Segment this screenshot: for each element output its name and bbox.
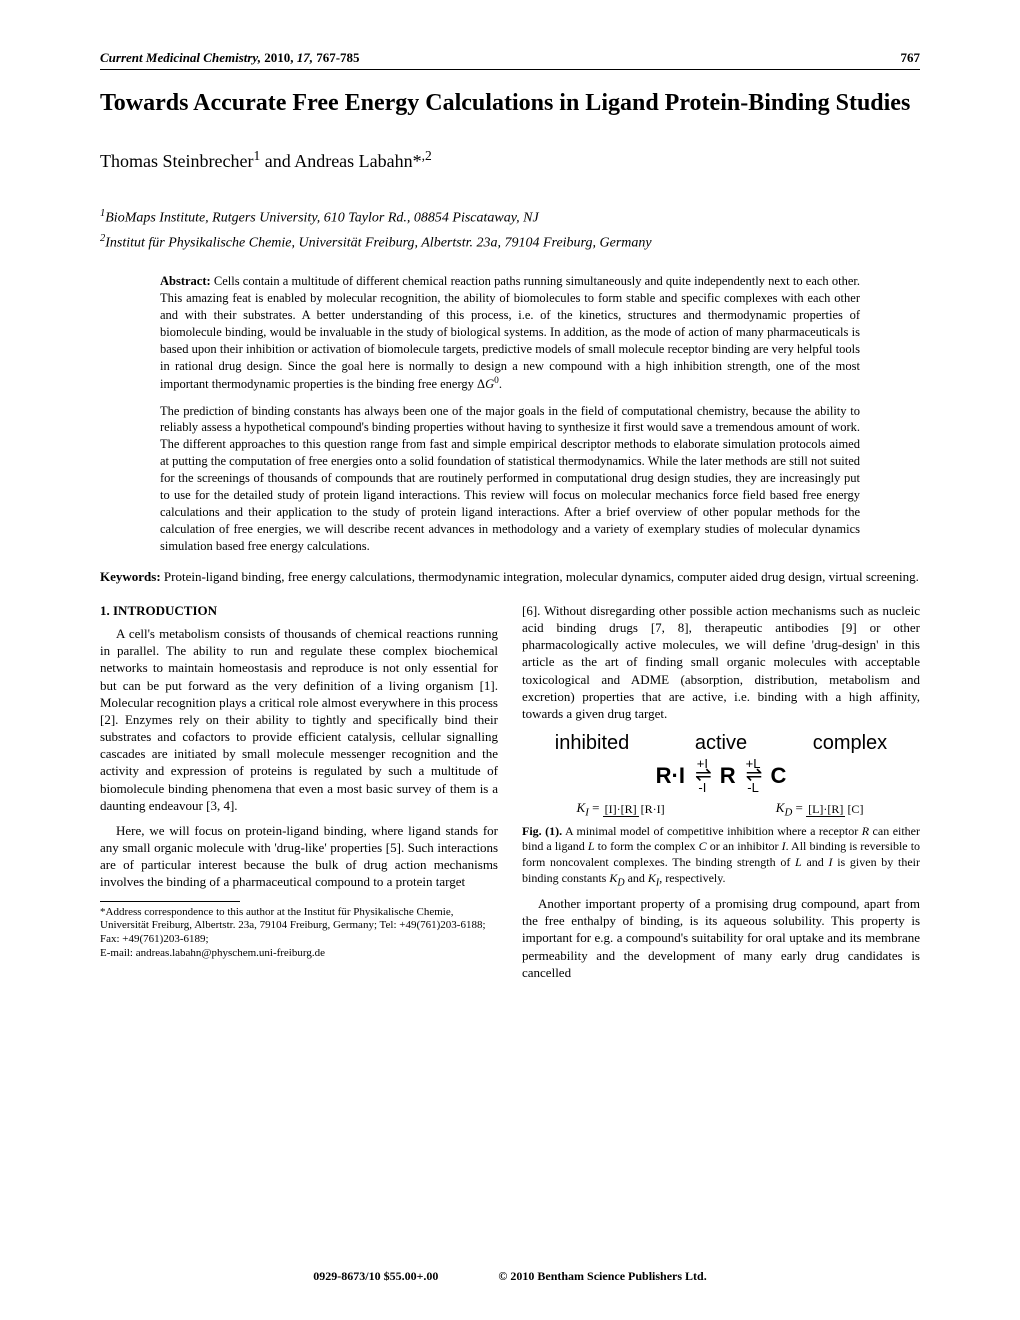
fc-L2: L bbox=[795, 855, 802, 869]
journal-name: Current Medicinal Chemistry, bbox=[100, 50, 261, 65]
fc-t6: and bbox=[802, 855, 829, 869]
fig1-state-labels: inhibited active complex bbox=[522, 730, 920, 756]
affiliation-1: 1BioMaps Institute, Rutgers University, … bbox=[100, 208, 920, 227]
keywords-text: Protein-ligand binding, free energy calc… bbox=[161, 569, 919, 584]
body-columns: 1. INTRODUCTION A cell's metabolism cons… bbox=[100, 602, 920, 989]
fc-t9: , respectively. bbox=[659, 871, 725, 885]
authors-joiner: and bbox=[260, 151, 294, 171]
article-title: Towards Accurate Free Energy Calculation… bbox=[100, 88, 920, 118]
col2-p2: Another important property of a promisin… bbox=[522, 895, 920, 981]
fig1-arr2-bot: -L bbox=[747, 783, 759, 793]
footer-copyright: © 2010 Bentham Science Publishers Ltd. bbox=[498, 1269, 706, 1284]
col1-p1: A cell's metabolism consists of thousand… bbox=[100, 625, 498, 814]
keywords-label: Keywords: bbox=[100, 569, 161, 584]
col2-p1: [6]. Without disregarding other possible… bbox=[522, 602, 920, 722]
author-2: Andreas Labahn* bbox=[294, 151, 421, 171]
affil-1-text: BioMaps Institute, Rutgers University, 6… bbox=[105, 211, 538, 226]
fig1-C: C bbox=[770, 761, 786, 790]
eq2-frac: [L]·[R][C] bbox=[806, 803, 865, 816]
authors-line: Thomas Steinbrecher1 and Andreas Labahn*… bbox=[100, 148, 920, 172]
fig1-R: R bbox=[720, 761, 736, 790]
figure-1: inhibited active complex R·I +I ⇌ -I R +… bbox=[522, 730, 920, 889]
fc-KI: K bbox=[648, 871, 656, 885]
fc-t3: to form the complex bbox=[595, 839, 699, 853]
column-left: 1. INTRODUCTION A cell's metabolism cons… bbox=[100, 602, 498, 989]
affil-2-text: Institut für Physikalische Chemie, Unive… bbox=[105, 235, 651, 250]
author-1: Thomas Steinbrecher bbox=[100, 151, 253, 171]
fc-t1: A minimal model of competitive inhibitio… bbox=[562, 824, 862, 838]
fig1-arr1-bot: -I bbox=[698, 783, 706, 793]
footnote-line2: E-mail: andreas.labahn@physchem.uni-frei… bbox=[100, 947, 498, 961]
eq2-den: [C] bbox=[845, 802, 865, 816]
abstract-p1: Abstract: Cells contain a multitude of d… bbox=[160, 273, 860, 392]
journal-pages: 767-785 bbox=[316, 50, 359, 65]
footer-issn: 0929-8673/10 $55.00+.00 bbox=[313, 1269, 438, 1284]
eq1-den: [R·I] bbox=[639, 802, 667, 816]
running-header: Current Medicinal Chemistry, 2010, 17, 7… bbox=[100, 50, 920, 70]
journal-volume: 17, bbox=[297, 50, 313, 65]
fig1-label-complex: complex bbox=[813, 730, 887, 756]
eq2-num: [L]·[R] bbox=[806, 802, 845, 817]
eq1-lhs: K bbox=[577, 800, 586, 815]
fc-KD-sub: D bbox=[617, 877, 624, 888]
header-journal: Current Medicinal Chemistry, 2010, 17, 7… bbox=[100, 50, 360, 66]
fig1-eq-KD: KD = [L]·[R][C] bbox=[776, 799, 866, 820]
section-1-heading: 1. INTRODUCTION bbox=[100, 602, 498, 619]
column-right: [6]. Without disregarding other possible… bbox=[522, 602, 920, 989]
fc-t8: and bbox=[625, 871, 648, 885]
footnote-line1: *Address correspondence to this author a… bbox=[100, 906, 498, 947]
abstract-p1d: . bbox=[499, 377, 502, 391]
fig1-caption: Fig. (1). A minimal model of competitive… bbox=[522, 824, 920, 889]
corresponding-footnote: *Address correspondence to this author a… bbox=[100, 906, 498, 961]
abstract-label: Abstract: bbox=[160, 274, 211, 288]
eq1-num: [I]·[R] bbox=[603, 802, 639, 817]
col1-p2: Here, we will focus on protein-ligand bi… bbox=[100, 822, 498, 891]
page-footer: 0929-8673/10 $55.00+.00 © 2010 Bentham S… bbox=[100, 1269, 920, 1284]
fig1-RI: R·I bbox=[656, 761, 685, 790]
eq1-frac: [I]·[R][R·I] bbox=[603, 803, 667, 816]
author-2-sup: ,2 bbox=[422, 148, 432, 163]
affiliation-2: 2Institut für Physikalische Chemie, Univ… bbox=[100, 233, 920, 252]
abstract: Abstract: Cells contain a multitude of d… bbox=[160, 273, 860, 554]
fc-C: C bbox=[699, 839, 707, 853]
fig1-equations: KI = [I]·[R][R·I] KD = [L]·[R][C] bbox=[522, 799, 920, 820]
keywords: Keywords: Protein-ligand binding, free e… bbox=[100, 568, 920, 586]
abstract-deltaG: G bbox=[485, 377, 494, 391]
fig1-eq-KI: KI = [I]·[R][R·I] bbox=[577, 799, 667, 820]
abstract-p2: The prediction of binding constants has … bbox=[160, 403, 860, 555]
fc-R: R bbox=[862, 824, 869, 838]
fig1-caption-label: Fig. (1). bbox=[522, 824, 562, 838]
eq1-eq: = bbox=[589, 800, 603, 815]
fig1-arrow-1: +I ⇌ -I bbox=[695, 759, 710, 794]
eq2-eq: = bbox=[792, 800, 806, 815]
footnote-rule bbox=[100, 901, 240, 902]
fig1-arrow-2: +L ⇌ -L bbox=[746, 759, 761, 794]
abstract-p1a: Cells contain a multitude of different c… bbox=[160, 274, 860, 390]
journal-year: 2010, bbox=[264, 50, 293, 65]
page-number: 767 bbox=[901, 50, 921, 66]
fig1-label-active: active bbox=[695, 730, 747, 756]
fig1-label-inhibited: inhibited bbox=[555, 730, 630, 756]
fc-L: L bbox=[588, 839, 595, 853]
fig1-scheme: R·I +I ⇌ -I R +L ⇌ -L C bbox=[522, 759, 920, 794]
fc-t4: or an inhibitor bbox=[707, 839, 782, 853]
